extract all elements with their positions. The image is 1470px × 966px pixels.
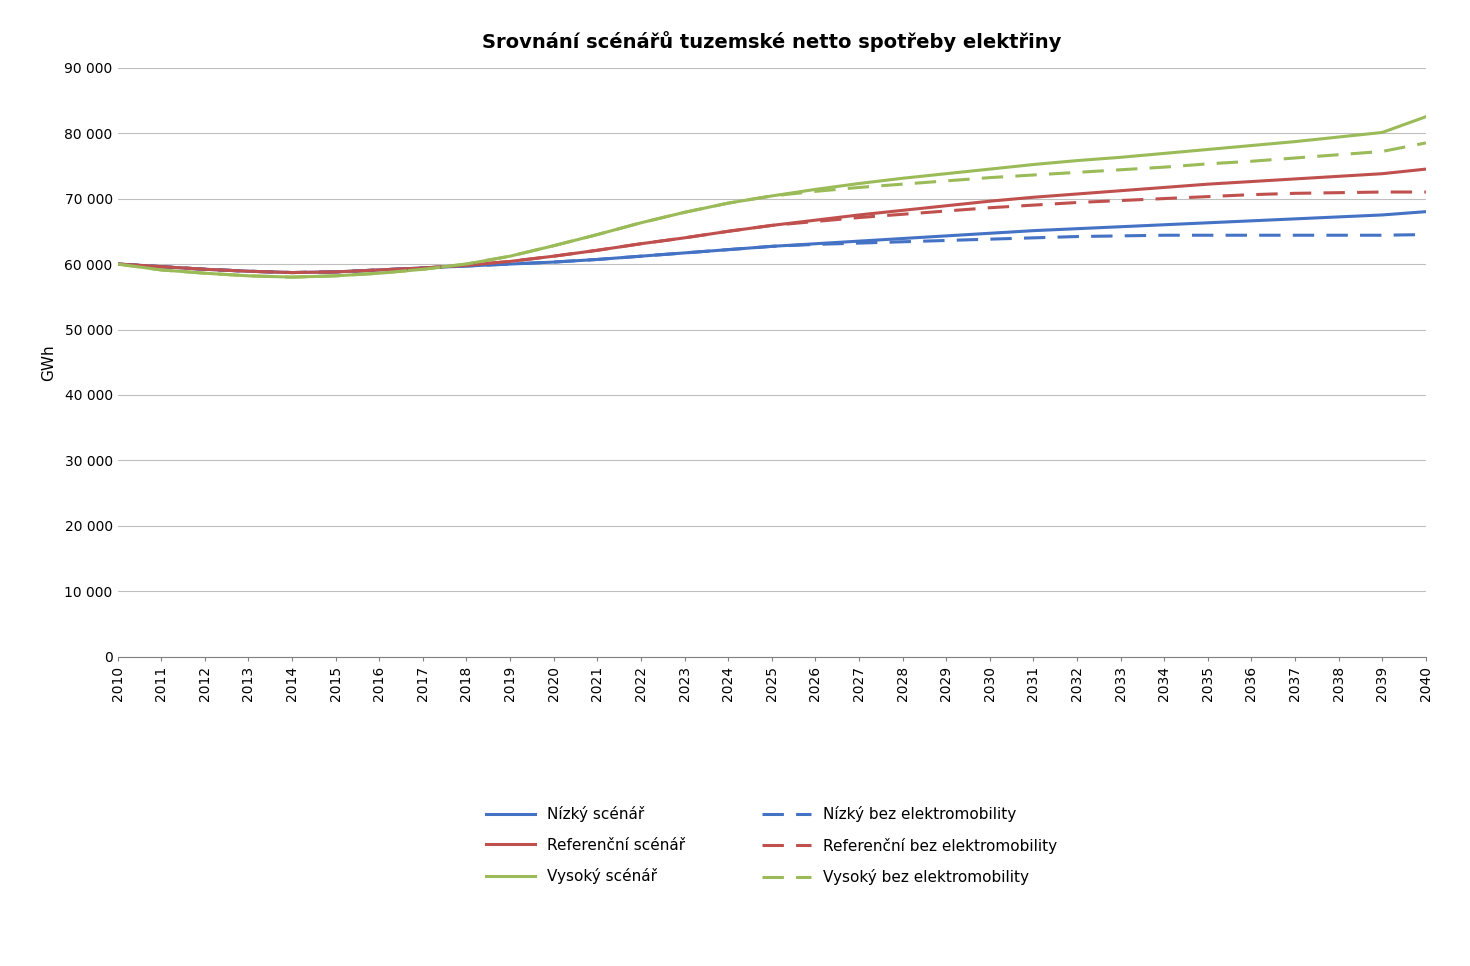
Title: Srovnání scénářů tuzemské netto spotřeby elektřiny: Srovnání scénářů tuzemské netto spotřeby… — [482, 31, 1061, 52]
Legend: Nízký scénář, Referenční scénář, Vysoký scénář, Nízký bez elektromobility, Refer: Nízký scénář, Referenční scénář, Vysoký … — [487, 807, 1057, 885]
Y-axis label: GWh: GWh — [41, 344, 56, 381]
